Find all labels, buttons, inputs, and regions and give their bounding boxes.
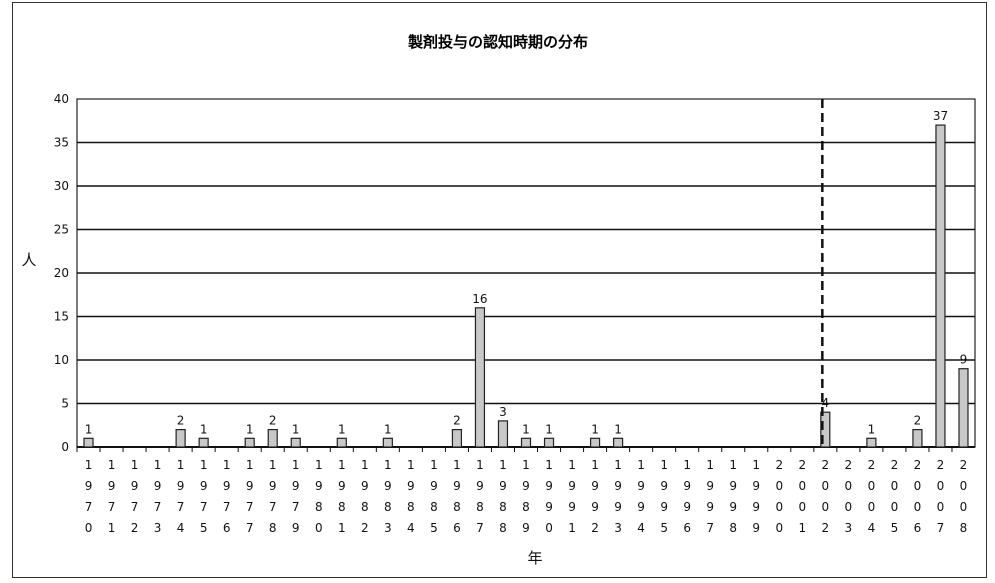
- y-tick-label: 20: [54, 266, 69, 280]
- data-label: 1: [200, 422, 208, 436]
- bar: [83, 437, 94, 448]
- data-label: 16: [472, 292, 487, 306]
- y-tick-label: 10: [54, 353, 69, 367]
- bar: [198, 437, 209, 448]
- data-label: 1: [292, 422, 300, 436]
- data-label: 1: [868, 422, 876, 436]
- data-label: 4: [822, 396, 830, 410]
- bar: [497, 420, 509, 448]
- bar: [520, 437, 532, 448]
- distribution-bar-chart: 製剤投与の認知時期の分布 人 年 0 5 10 15 20 25 30 35 40 1 2 1 1 2 1…: [21, 33, 976, 567]
- data-label: 2: [177, 414, 185, 428]
- bar: [451, 429, 463, 448]
- data-label: 1: [614, 422, 622, 436]
- bar: [866, 437, 877, 448]
- data-label: 37: [933, 109, 948, 123]
- bar: [267, 429, 278, 448]
- y-axis-label: 人: [21, 251, 36, 269]
- bar: [474, 307, 486, 448]
- bar: [382, 437, 393, 448]
- bar: [244, 437, 255, 448]
- x-axis-label: 年: [527, 549, 542, 567]
- bar: [912, 429, 923, 448]
- chart-frame: 製剤投与の認知時期の分布 人 年 0 5 10 15 20 25 30 35 40 1 2 1 1 2 1…: [12, 2, 987, 578]
- bar: [543, 437, 555, 448]
- data-label: 2: [914, 414, 922, 428]
- bar: [290, 437, 301, 448]
- y-tick-label: 35: [54, 136, 69, 150]
- data-label: 9: [960, 353, 968, 367]
- y-tick-label: 15: [54, 310, 69, 324]
- bar: [175, 429, 186, 448]
- bar: [589, 437, 601, 448]
- data-label: 3: [499, 405, 507, 419]
- chart-title: 製剤投与の認知時期の分布: [407, 33, 588, 51]
- data-label: 1: [338, 422, 346, 436]
- y-tick-label: 40: [54, 92, 69, 106]
- data-label: 1: [246, 422, 254, 436]
- bar: [820, 411, 831, 448]
- data-label: 1: [522, 422, 530, 436]
- y-tick-label: 5: [61, 397, 69, 411]
- y-tick-label: 0: [61, 440, 69, 454]
- bar: [935, 124, 946, 448]
- data-label: 1: [85, 422, 93, 436]
- bar: [613, 437, 624, 448]
- bar: [336, 437, 347, 448]
- data-label: 1: [384, 422, 392, 436]
- data-label: 2: [269, 414, 277, 428]
- y-tick-label: 30: [54, 179, 69, 193]
- data-label: 1: [591, 422, 599, 436]
- data-label: 1: [545, 422, 553, 436]
- bar: [958, 368, 969, 448]
- y-tick-label: 25: [54, 223, 69, 237]
- data-label: 2: [453, 414, 461, 428]
